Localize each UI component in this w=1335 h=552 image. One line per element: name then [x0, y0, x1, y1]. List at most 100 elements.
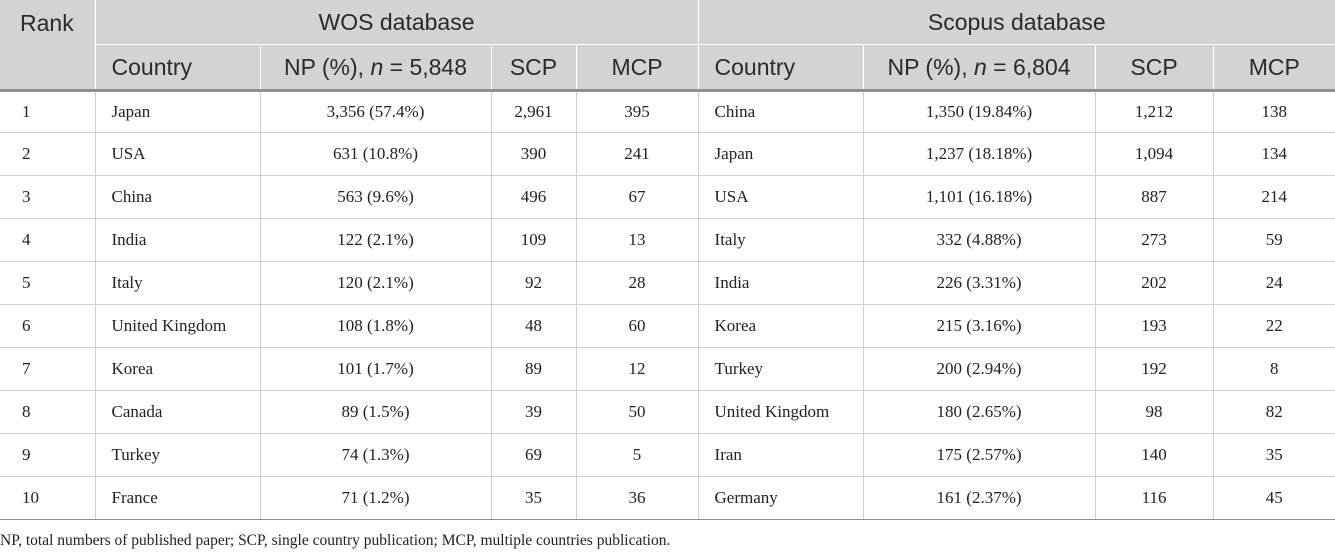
scopus-country-cell: China — [697, 89, 864, 133]
wos-np-cell: 89 (1.5%) — [259, 390, 491, 434]
wos-np-cell: 120 (2.1%) — [259, 261, 491, 305]
scopus-mcp-cell: 22 — [1212, 304, 1335, 348]
wos-scp-cell: 109 — [490, 218, 576, 262]
wos-mcp-cell: 28 — [575, 261, 699, 305]
rank-cell: 7 — [0, 347, 95, 391]
wos-mcp-cell: 13 — [575, 218, 699, 262]
rank-cell: 2 — [0, 132, 95, 176]
table-row: 9 Turkey 74 (1.3%) 69 5 Iran 175 (2.57%) 140 35 — [0, 433, 1335, 477]
scopus-mcp-cell: 214 — [1212, 175, 1335, 219]
wos-country-cell: United Kingdom — [94, 304, 260, 348]
wos-np-cell: 3,356 (57.4%) — [259, 89, 491, 133]
table-row: 10 France 71 (1.2%) 35 36 Germany 161 (2.37%) 1… — [0, 476, 1335, 520]
rank-cell: 5 — [0, 261, 95, 305]
wos-country-cell: Korea — [94, 347, 260, 391]
scopus-country-cell: USA — [697, 175, 864, 219]
scopus-np-cell: 180 (2.65%) — [862, 390, 1096, 434]
wos-country-cell: USA — [94, 132, 260, 176]
wos-country-cell: France — [94, 476, 260, 520]
wos-mcp-cell: 5 — [575, 433, 699, 477]
wos-np-cell: 122 (2.1%) — [259, 218, 491, 262]
scopus-np-cell: 200 (2.94%) — [862, 347, 1096, 391]
scopus-np-cell: 175 (2.57%) — [862, 433, 1096, 477]
scopus-scp-cell: 98 — [1094, 390, 1214, 434]
rank-cell: 1 — [0, 89, 95, 133]
table-row: 6 United Kingdom 108 (1.8%) 48 60 Korea 215 (3… — [0, 304, 1335, 348]
scopus-scp-cell: 887 — [1094, 175, 1214, 219]
header-row-groups: Rank WOS database Scopus database — [0, 0, 1335, 91]
scopus-mcp-cell: 82 — [1212, 390, 1335, 434]
scopus-np-cell: 1,101 (16.18%) — [862, 175, 1096, 219]
country-publication-table: Rank WOS database Scopus database Countr… — [0, 0, 1335, 520]
wos-mcp-cell: 67 — [575, 175, 699, 219]
scopus-scp-cell: 140 — [1094, 433, 1214, 477]
wos-country-cell: Canada — [94, 390, 260, 434]
wos-scp-cell: 2,961 — [490, 89, 576, 133]
wos-np-header: NP (%), n = 5,848 — [259, 44, 491, 91]
wos-country-cell: India — [94, 218, 260, 262]
wos-np-cell: 631 (10.8%) — [259, 132, 491, 176]
wos-mcp-cell: 12 — [575, 347, 699, 391]
scopus-scp-cell: 202 — [1094, 261, 1214, 305]
wos-np-cell: 74 (1.3%) — [259, 433, 491, 477]
rank-cell: 8 — [0, 390, 95, 434]
table-row: 2 USA 631 (10.8%) 390 241 Japan 1,237 (18.18%)… — [0, 132, 1335, 176]
wos-country-cell: China — [94, 175, 260, 219]
rank-cell: 3 — [0, 175, 95, 219]
wos-scp-cell: 390 — [490, 132, 576, 176]
scopus-mcp-cell: 138 — [1212, 89, 1335, 133]
scopus-np-cell: 226 (3.31%) — [862, 261, 1096, 305]
scopus-mcp-cell: 134 — [1212, 132, 1335, 176]
rank-cell: 4 — [0, 218, 95, 262]
wos-scp-header: SCP — [490, 44, 576, 91]
wos-scp-cell: 92 — [490, 261, 576, 305]
wos-mcp-cell: 36 — [575, 476, 699, 520]
scopus-mcp-cell: 8 — [1212, 347, 1335, 391]
wos-np-cell: 563 (9.6%) — [259, 175, 491, 219]
scopus-mcp-cell: 45 — [1212, 476, 1335, 520]
scopus-country-cell: Germany — [697, 476, 864, 520]
wos-country-cell: Italy — [94, 261, 260, 305]
wos-mcp-cell: 50 — [575, 390, 699, 434]
scopus-np-cell: 161 (2.37%) — [862, 476, 1096, 520]
wos-country-cell: Turkey — [94, 433, 260, 477]
wos-np-cell: 71 (1.2%) — [259, 476, 491, 520]
header-row-columns: Country NP (%), n = 5,848 SCP MCP Countr… — [0, 44, 1335, 91]
table-row: 5 Italy 120 (2.1%) 92 28 India 226 (3.31%) 202 2… — [0, 261, 1335, 305]
wos-scp-cell: 69 — [490, 433, 576, 477]
wos-scp-cell: 496 — [490, 175, 576, 219]
table-row: 8 Canada 89 (1.5%) 39 50 United Kingdom 180 (2… — [0, 390, 1335, 434]
wos-group-header: WOS database — [94, 0, 699, 45]
wos-mcp-cell: 395 — [575, 89, 699, 133]
table-footnote: NP, total numbers of published paper; SC… — [0, 532, 671, 549]
scopus-np-header: NP (%), n = 6,804 — [862, 44, 1096, 91]
scopus-country-cell: Japan — [697, 132, 864, 176]
wos-scp-cell: 48 — [490, 304, 576, 348]
wos-np-cell: 101 (1.7%) — [259, 347, 491, 391]
rank-cell: 6 — [0, 304, 95, 348]
scopus-country-cell: United Kingdom — [697, 390, 864, 434]
wos-scp-cell: 39 — [490, 390, 576, 434]
wos-scp-cell: 35 — [490, 476, 576, 520]
rank-cell: 9 — [0, 433, 95, 477]
scopus-mcp-cell: 35 — [1212, 433, 1335, 477]
scopus-country-cell: Italy — [697, 218, 864, 262]
wos-np-cell: 108 (1.8%) — [259, 304, 491, 348]
scopus-country-cell: India — [697, 261, 864, 305]
scopus-scp-cell: 273 — [1094, 218, 1214, 262]
rank-cell: 10 — [0, 476, 95, 520]
table-row: 7 Korea 101 (1.7%) 89 12 Turkey 200 (2.94%) 192… — [0, 347, 1335, 391]
scopus-country-cell: Iran — [697, 433, 864, 477]
scopus-np-cell: 1,237 (18.18%) — [862, 132, 1096, 176]
table-row: 1 Japan 3,356 (57.4%) 2,961 395 China 1,350 (1… — [0, 89, 1335, 133]
scopus-scp-cell: 193 — [1094, 304, 1214, 348]
scopus-mcp-cell: 59 — [1212, 218, 1335, 262]
scopus-np-cell: 215 (3.16%) — [862, 304, 1096, 348]
wos-scp-cell: 89 — [490, 347, 576, 391]
scopus-mcp-header: MCP — [1212, 44, 1335, 91]
scopus-country-cell: Korea — [697, 304, 864, 348]
wos-mcp-cell: 60 — [575, 304, 699, 348]
scopus-country-cell: Turkey — [697, 347, 864, 391]
table-body: 1 Japan 3,356 (57.4%) 2,961 395 China 1,350 (1… — [0, 89, 1335, 520]
scopus-scp-cell: 1,094 — [1094, 132, 1214, 176]
